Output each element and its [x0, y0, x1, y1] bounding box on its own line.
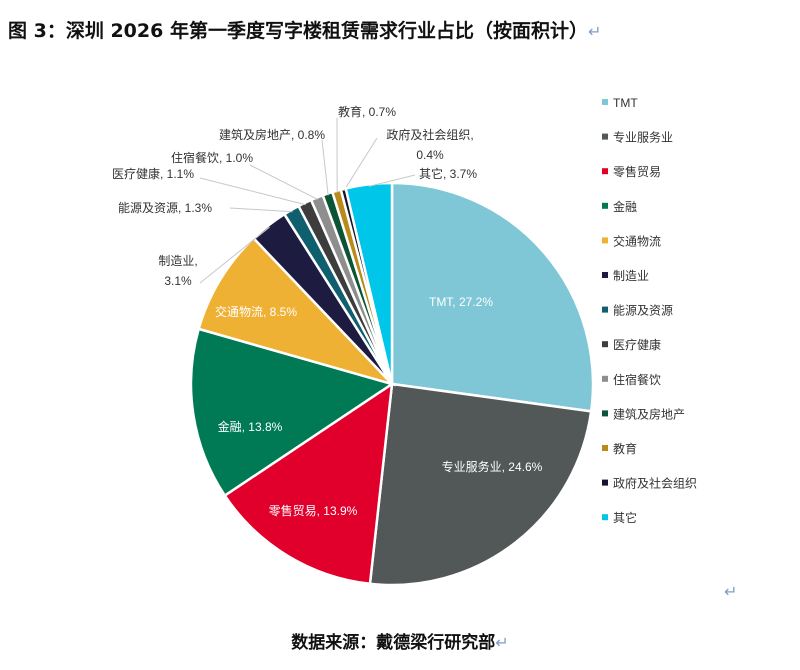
legend-swatch: [602, 514, 608, 521]
data-label: 零售贸易, 13.9%: [269, 503, 358, 518]
leader-line: [249, 164, 318, 200]
legend-swatch: [602, 410, 608, 417]
legend-swatch: [602, 237, 608, 244]
source-text: 数据来源：戴德梁行研究部: [291, 633, 496, 653]
legend-entry: 制造业: [613, 269, 649, 283]
legend-swatch: [602, 341, 608, 348]
data-label: 制造业,: [158, 254, 197, 268]
legend-swatch: [602, 479, 608, 486]
data-label: 3.1%: [164, 274, 192, 288]
leader-line: [199, 226, 270, 284]
data-label: 能源及资源, 1.3%: [118, 201, 212, 215]
legend-swatch: [602, 99, 608, 105]
legend-swatch: [602, 272, 608, 278]
data-label: 其它, 3.7%: [419, 166, 477, 181]
legend-entry: 其它: [613, 510, 637, 525]
data-label: 医疗健康, 1.1%: [112, 166, 194, 181]
legend-entry: 住宿餐饮: [613, 372, 661, 387]
pie-slice-0: [390, 181, 595, 413]
leader-line: [321, 139, 329, 196]
legend-entry: 教育: [613, 441, 637, 456]
legend-entry: TMT: [613, 96, 638, 110]
legend-entry: 能源及资源: [613, 304, 673, 318]
leader-line: [343, 137, 378, 192]
return-mark: ↵: [724, 582, 738, 601]
legend-entry: 交通物流: [613, 233, 661, 248]
data-label: 政府及社会组织,: [386, 127, 473, 142]
data-label: TMT, 27.2%: [429, 295, 493, 309]
data-label: 住宿餐饮, 1.0%: [171, 150, 253, 165]
pie-slice-4: [197, 236, 397, 387]
pie-slice-12: [344, 181, 394, 385]
legend-entry: 建筑及房地产: [613, 406, 685, 421]
leader-line: [368, 174, 416, 187]
chart-title: 图 3：深圳 2026 年第一季度写字楼租赁需求行业占比（按面积计）↵: [8, 16, 601, 43]
leader-line: [199, 177, 306, 206]
legend-swatch: [602, 375, 608, 382]
pie-slice-1: [368, 382, 593, 587]
legend-entry: 专业服务业: [613, 130, 673, 145]
legend-swatch: [602, 168, 608, 175]
leader-line: [229, 207, 293, 213]
legend-swatch: [602, 445, 608, 451]
return-mark: ↵: [587, 22, 602, 41]
data-label: 交通物流, 8.5%: [215, 304, 297, 319]
data-label: 金融, 13.8%: [218, 419, 283, 434]
pie-slice-2: [223, 381, 394, 586]
return-mark: ↵: [495, 633, 509, 652]
title-text: 图 3：深圳 2026 年第一季度写字楼租赁需求行业占比（按面积计）: [8, 20, 588, 42]
legend-swatch: [602, 306, 608, 313]
data-label: 专业服务业, 24.6%: [442, 459, 543, 474]
data-label: 建筑及房地产, 0.8%: [219, 127, 325, 142]
legend-entry: 医疗健康: [613, 337, 661, 352]
legend-entry: 政府及社会组织: [613, 476, 697, 491]
legend-swatch: [602, 133, 608, 140]
data-label: 教育, 0.7%: [338, 104, 396, 119]
legend-entry: 金融: [613, 199, 637, 214]
source-note: 数据来源：戴德梁行研究部↵: [0, 628, 800, 653]
legend-swatch: [602, 202, 608, 209]
data-label: 0.4%: [416, 148, 444, 162]
legend-entry: 零售贸易: [613, 164, 661, 179]
